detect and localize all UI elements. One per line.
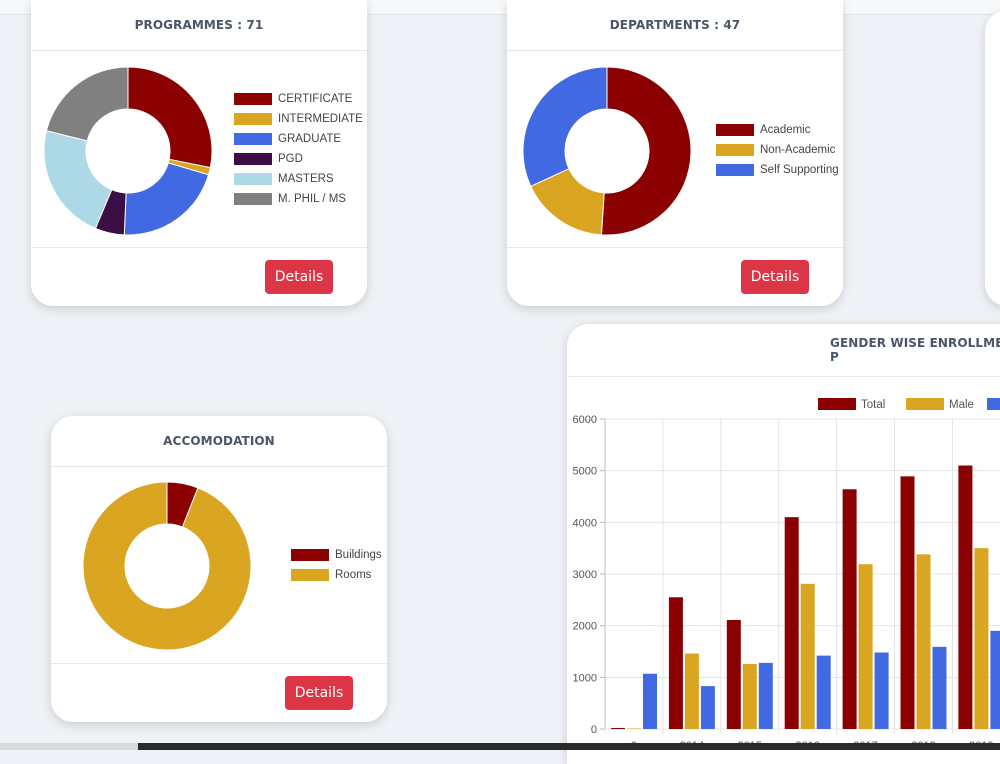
bar-series-3-2017 — [874, 652, 889, 729]
bar-series-3-2014 — [700, 686, 715, 729]
legend-swatch-total[interactable] — [818, 398, 856, 410]
legend-label: Non-Academic — [760, 144, 836, 156]
accommodation-details-button[interactable]: Details — [285, 676, 353, 710]
slice-certificate — [127, 66, 213, 169]
programmes-footer: Details — [31, 247, 367, 306]
partial-card-right — [985, 10, 1000, 306]
slice-self-supporting — [522, 66, 608, 188]
legend-item-buildings[interactable]: Buildings — [291, 545, 382, 565]
programmes-card: PROGRAMMES : 71 CERTIFICATE INTERMEDIATE G… — [31, 0, 367, 306]
gender-enrollment-title: GENDER WISE ENROLLMENT P — [567, 324, 1000, 377]
departments-details-button[interactable]: Details — [741, 260, 809, 294]
legend-swatch — [234, 93, 272, 105]
taskbar — [0, 743, 1000, 750]
legend-swatch — [234, 113, 272, 125]
departments-card: DEPARTMENTS : 47 Academic Non-Academic Sel… — [507, 0, 843, 306]
legend-swatch — [234, 133, 272, 145]
legend-swatch — [234, 173, 272, 185]
legend-item-pgd[interactable]: PGD — [234, 149, 363, 169]
legend-item-graduate[interactable]: GRADUATE — [234, 129, 363, 149]
legend-item-intermediate[interactable]: INTERMEDIATE — [234, 109, 363, 129]
y-tick-label: 2000 — [573, 621, 597, 633]
programmes-title: PROGRAMMES : 71 — [31, 0, 367, 51]
slice-academic — [600, 66, 692, 236]
legend-item-rooms[interactable]: Rooms — [291, 565, 382, 585]
bar-total-2017 — [842, 489, 857, 729]
accommodation-title: ACCOMODATION — [51, 416, 387, 467]
gender-enrollment-card: GENDER WISE ENROLLMENT P 0 1000 2000 3000 40… — [567, 324, 1000, 764]
gender-enrollment-bar-chart: 0100020003000400050006000020142015201620… — [573, 398, 1000, 752]
legend-item-self-supporting[interactable]: Self Supporting — [716, 160, 839, 180]
accommodation-footer: Details — [51, 663, 387, 722]
legend-item-non-academic[interactable]: Non-Academic — [716, 140, 839, 160]
legend-swatch — [716, 144, 754, 156]
bar-male-0 — [627, 728, 641, 729]
legend-item-m-phil-ms[interactable]: M. PHIL / MS — [234, 189, 363, 209]
y-tick-label: 0 — [591, 724, 597, 736]
departments-legend: Academic Non-Academic Self Supporting — [716, 120, 839, 180]
legend-label: INTERMEDIATE — [278, 113, 363, 125]
slice-graduate — [123, 162, 210, 236]
bar-male-2017 — [858, 564, 873, 729]
y-tick-label: 4000 — [573, 517, 597, 529]
legend-label: CERTIFICATE — [278, 93, 353, 105]
bar-male-2019 — [974, 548, 989, 729]
bar-total-2019 — [958, 465, 973, 729]
legend-item-masters[interactable]: MASTERS — [234, 169, 363, 189]
y-tick-label: 1000 — [573, 672, 597, 684]
legend-label: Academic — [760, 124, 811, 136]
departments-footer: Details — [507, 247, 843, 306]
departments-title: DEPARTMENTS : 47 — [507, 0, 843, 51]
legend-swatch — [234, 153, 272, 165]
slice-masters — [43, 130, 113, 230]
slice-rooms — [82, 481, 252, 651]
y-tick-label: 6000 — [573, 414, 597, 426]
bar-total-2014 — [668, 597, 683, 729]
legend-label: Self Supporting — [760, 164, 839, 176]
bar-total-0 — [611, 727, 625, 729]
legend-swatch — [291, 549, 329, 561]
legend-label: GRADUATE — [278, 133, 342, 145]
legend-label-total: Total — [861, 399, 885, 411]
legend-swatch — [716, 124, 754, 136]
slice-m-phil-ms — [45, 66, 129, 142]
bar-total-2016 — [784, 517, 799, 729]
bar-series-3-0 — [643, 673, 657, 729]
programmes-donut-chart — [43, 66, 213, 236]
bar-series-3-2019 — [990, 630, 1000, 729]
bar-male-2018 — [916, 554, 931, 729]
bar-total-2015 — [726, 619, 741, 729]
bar-total-2018 — [900, 476, 915, 729]
legend-label: Rooms — [335, 569, 372, 581]
departments-donut-chart — [522, 66, 692, 236]
legend-swatch-male[interactable] — [906, 398, 944, 410]
accommodation-legend: Buildings Rooms — [291, 545, 382, 585]
legend-swatch — [234, 193, 272, 205]
taskbar-left — [0, 743, 138, 750]
legend-label: M. PHIL / MS — [278, 193, 346, 205]
bar-male-2016 — [800, 583, 815, 729]
programmes-legend: CERTIFICATE INTERMEDIATE GRADUATE PGD MASTER… — [234, 89, 363, 209]
legend-swatch-series-3[interactable] — [987, 398, 1000, 410]
legend-swatch — [716, 164, 754, 176]
legend-label: PGD — [278, 153, 303, 165]
bar-male-2014 — [684, 653, 699, 729]
legend-label-male: Male — [949, 399, 974, 411]
bar-series-3-2018 — [932, 646, 947, 729]
accommodation-donut-chart — [82, 481, 252, 651]
y-tick-label: 5000 — [573, 466, 597, 478]
bar-male-2015 — [742, 663, 757, 729]
accommodation-card: ACCOMODATION Buildings Rooms Details — [51, 416, 387, 722]
programmes-details-button[interactable]: Details — [265, 260, 333, 294]
bar-series-3-2015 — [758, 662, 773, 729]
legend-item-certificate[interactable]: CERTIFICATE — [234, 89, 363, 109]
y-tick-label: 3000 — [573, 569, 597, 581]
legend-swatch — [291, 569, 329, 581]
legend-label: Buildings — [335, 549, 382, 561]
bar-series-3-2016 — [816, 655, 831, 729]
legend-item-academic[interactable]: Academic — [716, 120, 839, 140]
legend-label: MASTERS — [278, 173, 334, 185]
